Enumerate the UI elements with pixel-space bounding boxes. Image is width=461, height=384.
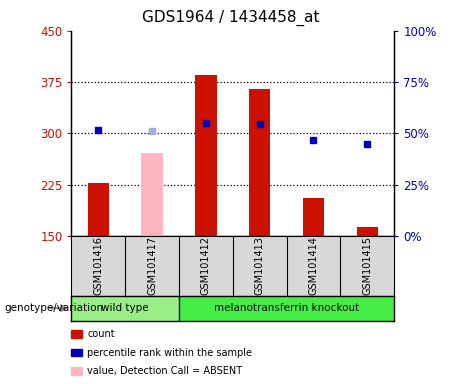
Text: percentile rank within the sample: percentile rank within the sample: [87, 348, 252, 358]
Text: genotype/variation: genotype/variation: [5, 303, 104, 313]
Text: GSM101413: GSM101413: [254, 237, 265, 295]
Bar: [142, 152, 163, 236]
Text: wild type: wild type: [101, 303, 149, 313]
Text: GSM101415: GSM101415: [362, 237, 372, 295]
Text: GSM101416: GSM101416: [93, 237, 103, 295]
Text: GSM101414: GSM101414: [308, 237, 319, 295]
Bar: [88, 183, 109, 236]
Text: GDS1964 / 1434458_at: GDS1964 / 1434458_at: [142, 10, 319, 26]
Text: count: count: [87, 329, 115, 339]
Bar: [71, 296, 179, 321]
Text: value, Detection Call = ABSENT: value, Detection Call = ABSENT: [87, 366, 242, 376]
Bar: [303, 199, 324, 236]
Bar: [249, 89, 271, 236]
Bar: [195, 75, 217, 236]
Text: melanotransferrin knockout: melanotransferrin knockout: [214, 303, 359, 313]
Bar: [179, 296, 394, 321]
Bar: [356, 227, 378, 236]
Text: GSM101417: GSM101417: [147, 237, 157, 295]
Text: GSM101412: GSM101412: [201, 237, 211, 295]
